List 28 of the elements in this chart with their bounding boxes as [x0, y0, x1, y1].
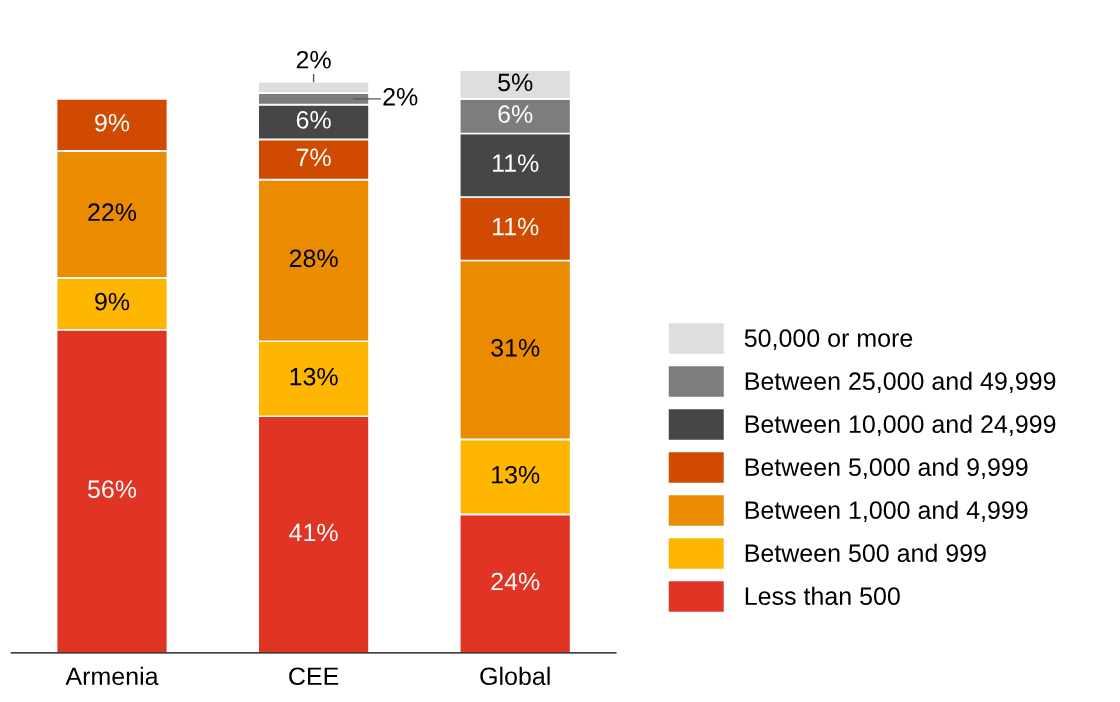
x-tick-label: Armenia	[65, 666, 159, 686]
data-label: 9%	[95, 292, 130, 311]
data-label: 9%	[95, 113, 130, 132]
data-label: 6%	[296, 111, 331, 129]
legend-label: Between 10,000 and 24,999	[745, 414, 1056, 436]
legend-label: Between 25,000 and 49,999	[745, 371, 1056, 393]
data-label: 7%	[296, 148, 331, 167]
data-label: 24%	[491, 572, 540, 591]
x-tick-label: CEE	[289, 667, 339, 686]
data-label: 22%	[88, 203, 137, 221]
data-label: 13%	[492, 465, 540, 484]
data-label: 56%	[87, 480, 137, 498]
data-label: 28%	[289, 249, 338, 268]
data-label: 13%	[290, 367, 338, 386]
data-label: 6%	[498, 105, 533, 123]
legend-label: Between 1,000 and 4,999	[745, 500, 1028, 522]
legend-label: Between 5,000 and 9,999	[745, 457, 1028, 479]
legend-label: Between 500 and 999	[745, 543, 986, 563]
data-label: 5%	[498, 73, 533, 92]
data-label: 11%	[493, 217, 539, 236]
legend-label: Less than 500	[745, 586, 900, 606]
data-label: 11%	[493, 154, 539, 172]
x-tick-label: Global	[480, 666, 550, 686]
data-label: 41%	[289, 523, 338, 542]
data-label: 2%	[383, 87, 418, 106]
data-label: 31%	[491, 338, 540, 357]
data-label: 2%	[296, 50, 331, 69]
legend-label: 50,000 or more	[744, 329, 913, 350]
